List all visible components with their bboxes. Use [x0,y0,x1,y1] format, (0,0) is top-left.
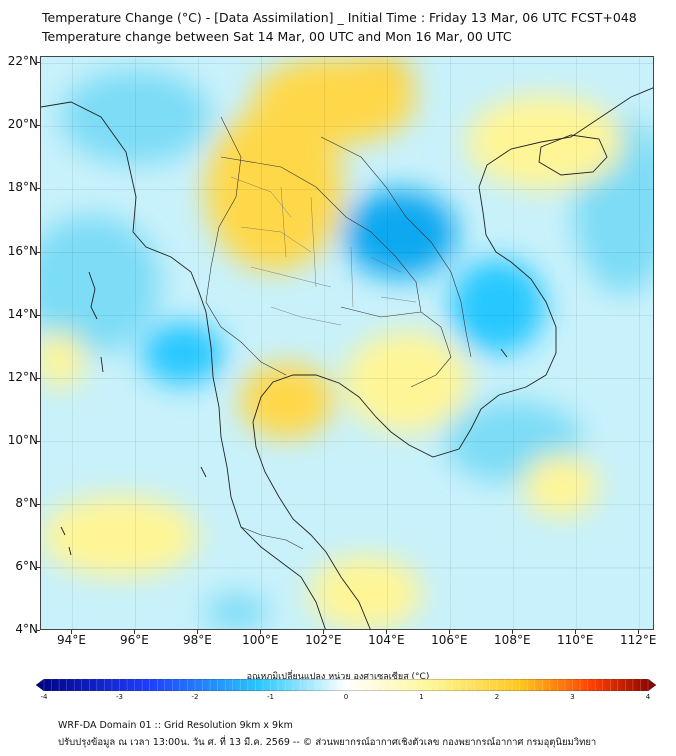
copyright-line: ปรับปรุงข้อมูล ณ เวลา 13:00น. วัน ศ. ที่… [58,737,597,748]
malaysia-border [240,526,304,550]
map-title: Temperature Change (°C) - [Data Assimila… [42,10,637,25]
cool-zone-7 [204,593,268,629]
latitude-tick [36,503,40,505]
laos-vietnam-border [320,136,472,358]
warm-zone-6 [41,331,86,389]
colorbar-tick-label: -2 [191,693,199,701]
colorbar-tick-label: 1 [419,693,424,701]
warm-zone-4 [343,331,470,433]
latitude-label: 20°N [7,117,38,132]
andaman-islands [88,271,104,373]
map-canvas [41,57,653,629]
latitude-tick [36,188,40,190]
longitude-label: 102°E [305,633,342,647]
latitude-label: 18°N [7,180,38,195]
longitude-label: 100°E [242,633,279,647]
colorbar-tick-label: -1 [267,693,274,701]
latitude-tick [36,125,40,127]
longitude-tick [575,630,577,634]
cool-zone-0 [343,189,457,278]
internal-provinces [230,176,417,326]
latitude-label: 8°N [15,495,38,510]
latitude-tick [36,566,40,568]
warm-zone-3 [239,362,334,439]
thailand-border [205,116,452,388]
longitude-tick [323,630,325,634]
latitude-label: 12°N [7,369,38,384]
longitude-tick [638,630,640,634]
warm-zone-8 [41,495,199,578]
longitude-label: 112°E [620,633,657,647]
colorbar-tick-label: -4 [40,693,48,701]
colorbar-tick-label: 2 [494,693,500,701]
small-islands [60,348,508,556]
cool-zone-3 [41,214,161,354]
mainland-coastline [41,87,653,629]
latitude-tick [36,62,40,64]
hainan-coastline [538,134,608,176]
latitude-tick [36,314,40,316]
longitude-tick [260,630,262,634]
colorbar [36,679,656,691]
latitude-label: 4°N [15,622,38,636]
graticule [41,57,653,629]
coastlines [41,87,653,629]
longitude-tick [71,630,73,634]
cool-zone-1 [450,258,545,354]
longitude-label: 106°E [431,633,468,647]
colorbar-segments [43,679,649,691]
longitude-label: 96°E [120,633,149,647]
latitude-label: 6°N [15,558,38,573]
warm-zone-2 [204,107,344,272]
latitude-tick [36,377,40,379]
longitude-label: 104°E [368,633,405,647]
latitude-tick [36,440,40,442]
temperature-change-map [40,56,654,630]
colorbar-tick-label: -3 [116,693,123,701]
longitude-label: 108°E [494,633,531,647]
model-info: WRF-DA Domain 01 :: Grid Resolution 9km … [58,720,293,731]
cool-zone-2 [59,69,212,165]
colorbar-title: อุณหภูมิเปลี่ยนแปลง หน่วย องศาเซลเซียส (… [246,672,430,682]
country-borders [205,116,472,550]
longitude-label: 98°E [182,633,212,647]
latitude-tick [36,251,40,253]
warm-zone-5 [466,94,624,190]
cool-zone-4 [141,321,224,386]
colorbar-tick-label: 3 [570,693,575,701]
longitude-tick [197,630,199,634]
longitude-label: 110°E [557,633,594,647]
warm-zone-9 [308,555,422,629]
latitude-tick [36,630,40,631]
longitude-tick [386,630,388,634]
longitude-tick [512,630,514,634]
map-subtitle: Temperature change between Sat 14 Mar, 0… [42,29,512,44]
longitude-tick [134,630,136,634]
longitude-label: 94°E [57,633,86,647]
warm-zone-7 [522,454,599,518]
temperature-field [41,57,653,629]
latitude-label: 16°N [7,243,38,258]
latitude-label: 22°N [7,54,38,69]
longitude-tick [449,630,451,634]
latitude-label: 14°N [7,306,38,321]
colorbar-tick-label: 4 [645,693,651,701]
colorbar-ramp [36,679,656,691]
latitude-label: 10°N [7,432,38,447]
colorbar-tick-label: 0 [343,693,349,701]
